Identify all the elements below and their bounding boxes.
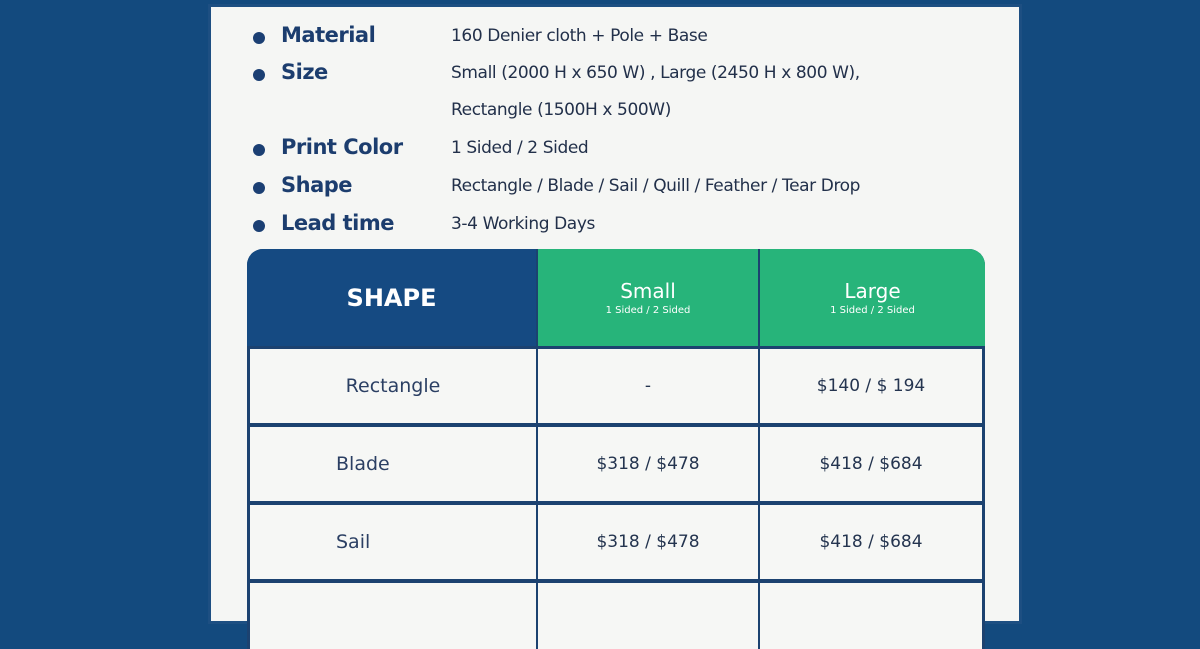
spec-label: Lead time (281, 211, 395, 235)
spec-material: Material 160 Denier cloth + Pole + Base (211, 23, 1019, 53)
spec-value: Rectangle (1500H x 500W) (451, 100, 671, 120)
spec-size: Size Small (2000 H x 650 W) , Large (245… (211, 60, 1019, 90)
spec-label: Size (281, 60, 328, 84)
row-sail-shape: Sail (250, 505, 536, 579)
row-rectangle-shape: Rectangle (250, 349, 536, 423)
bullet-icon (253, 220, 265, 232)
header-large: Large 1 Sided / 2 Sided (760, 249, 985, 346)
row-partial-large (760, 583, 982, 649)
spec-label: Material (281, 23, 376, 47)
price-table: SHAPE Small 1 Sided / 2 Sided Large 1 Si… (247, 249, 985, 649)
row-sail-small: $318 / $478 (538, 505, 758, 579)
row-rectangle-large: $140 / $ 194 (760, 349, 982, 423)
header-large-title: Large (844, 279, 901, 303)
bullet-icon (253, 144, 265, 156)
row-partial-small (538, 583, 758, 649)
product-info-card: Material 160 Denier cloth + Pole + Base … (208, 4, 1022, 649)
row-rectangle-small: - (538, 349, 758, 423)
spec-print-color: Print Color 1 Sided / 2 Sided (211, 135, 1019, 165)
spec-value: Rectangle / Blade / Sail / Quill / Feath… (451, 176, 861, 196)
spec-value: 1 Sided / 2 Sided (451, 138, 589, 158)
header-small-sub: 1 Sided / 2 Sided (605, 305, 691, 316)
spec-label: Shape (281, 173, 353, 197)
spec-value: 160 Denier cloth + Pole + Base (451, 26, 708, 46)
row-sail-large: $418 / $684 (760, 505, 982, 579)
header-shape: SHAPE (247, 249, 536, 346)
bullet-icon (253, 32, 265, 44)
bullet-icon (253, 182, 265, 194)
header-small: Small 1 Sided / 2 Sided (538, 249, 758, 346)
row-partial-shape (250, 583, 536, 649)
spec-shape: Shape Rectangle / Blade / Sail / Quill /… (211, 173, 1019, 203)
spec-lead-time: Lead time 3-4 Working Days (211, 211, 1019, 241)
row-blade-shape: Blade (250, 427, 536, 501)
row-blade-large: $418 / $684 (760, 427, 982, 501)
spec-value: Small (2000 H x 650 W) , Large (2450 H x… (451, 63, 860, 83)
spec-label: Print Color (281, 135, 403, 159)
spec-value: 3-4 Working Days (451, 214, 595, 234)
header-small-title: Small (620, 279, 676, 303)
bullet-icon (253, 69, 265, 81)
row-blade-small: $318 / $478 (538, 427, 758, 501)
spec-size-cont: Rectangle (1500H x 500W) (211, 97, 1019, 127)
header-large-sub: 1 Sided / 2 Sided (830, 305, 915, 316)
